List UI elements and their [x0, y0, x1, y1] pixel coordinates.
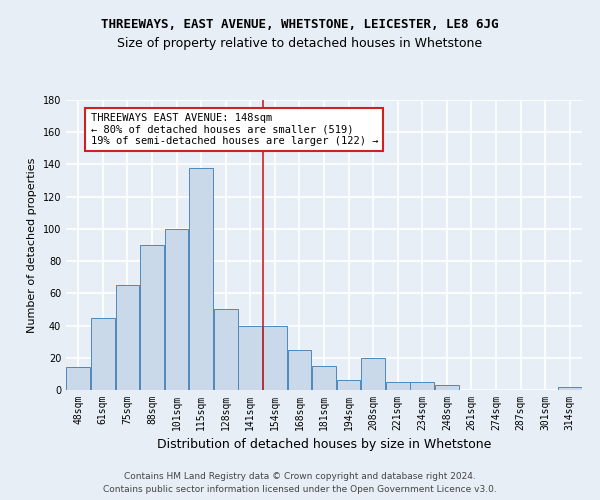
Bar	[287, 350, 311, 390]
Y-axis label: Number of detached properties: Number of detached properties	[27, 158, 37, 332]
Bar	[263, 326, 287, 390]
Bar	[164, 229, 188, 390]
Bar	[140, 245, 164, 390]
Bar	[91, 318, 115, 390]
Bar	[386, 382, 410, 390]
Bar	[312, 366, 336, 390]
Bar	[435, 385, 459, 390]
Bar	[558, 387, 581, 390]
Bar	[238, 326, 262, 390]
Bar	[361, 358, 385, 390]
Text: Contains HM Land Registry data © Crown copyright and database right 2024.: Contains HM Land Registry data © Crown c…	[124, 472, 476, 481]
X-axis label: Distribution of detached houses by size in Whetstone: Distribution of detached houses by size …	[157, 438, 491, 452]
Bar	[67, 368, 90, 390]
Bar	[410, 382, 434, 390]
Text: Contains public sector information licensed under the Open Government Licence v3: Contains public sector information licen…	[103, 485, 497, 494]
Bar	[189, 168, 213, 390]
Bar	[337, 380, 361, 390]
Text: Size of property relative to detached houses in Whetstone: Size of property relative to detached ho…	[118, 38, 482, 51]
Bar	[116, 286, 139, 390]
Text: THREEWAYS EAST AVENUE: 148sqm
← 80% of detached houses are smaller (519)
19% of : THREEWAYS EAST AVENUE: 148sqm ← 80% of d…	[91, 113, 378, 146]
Bar	[214, 310, 238, 390]
Text: THREEWAYS, EAST AVENUE, WHETSTONE, LEICESTER, LE8 6JG: THREEWAYS, EAST AVENUE, WHETSTONE, LEICE…	[101, 18, 499, 30]
